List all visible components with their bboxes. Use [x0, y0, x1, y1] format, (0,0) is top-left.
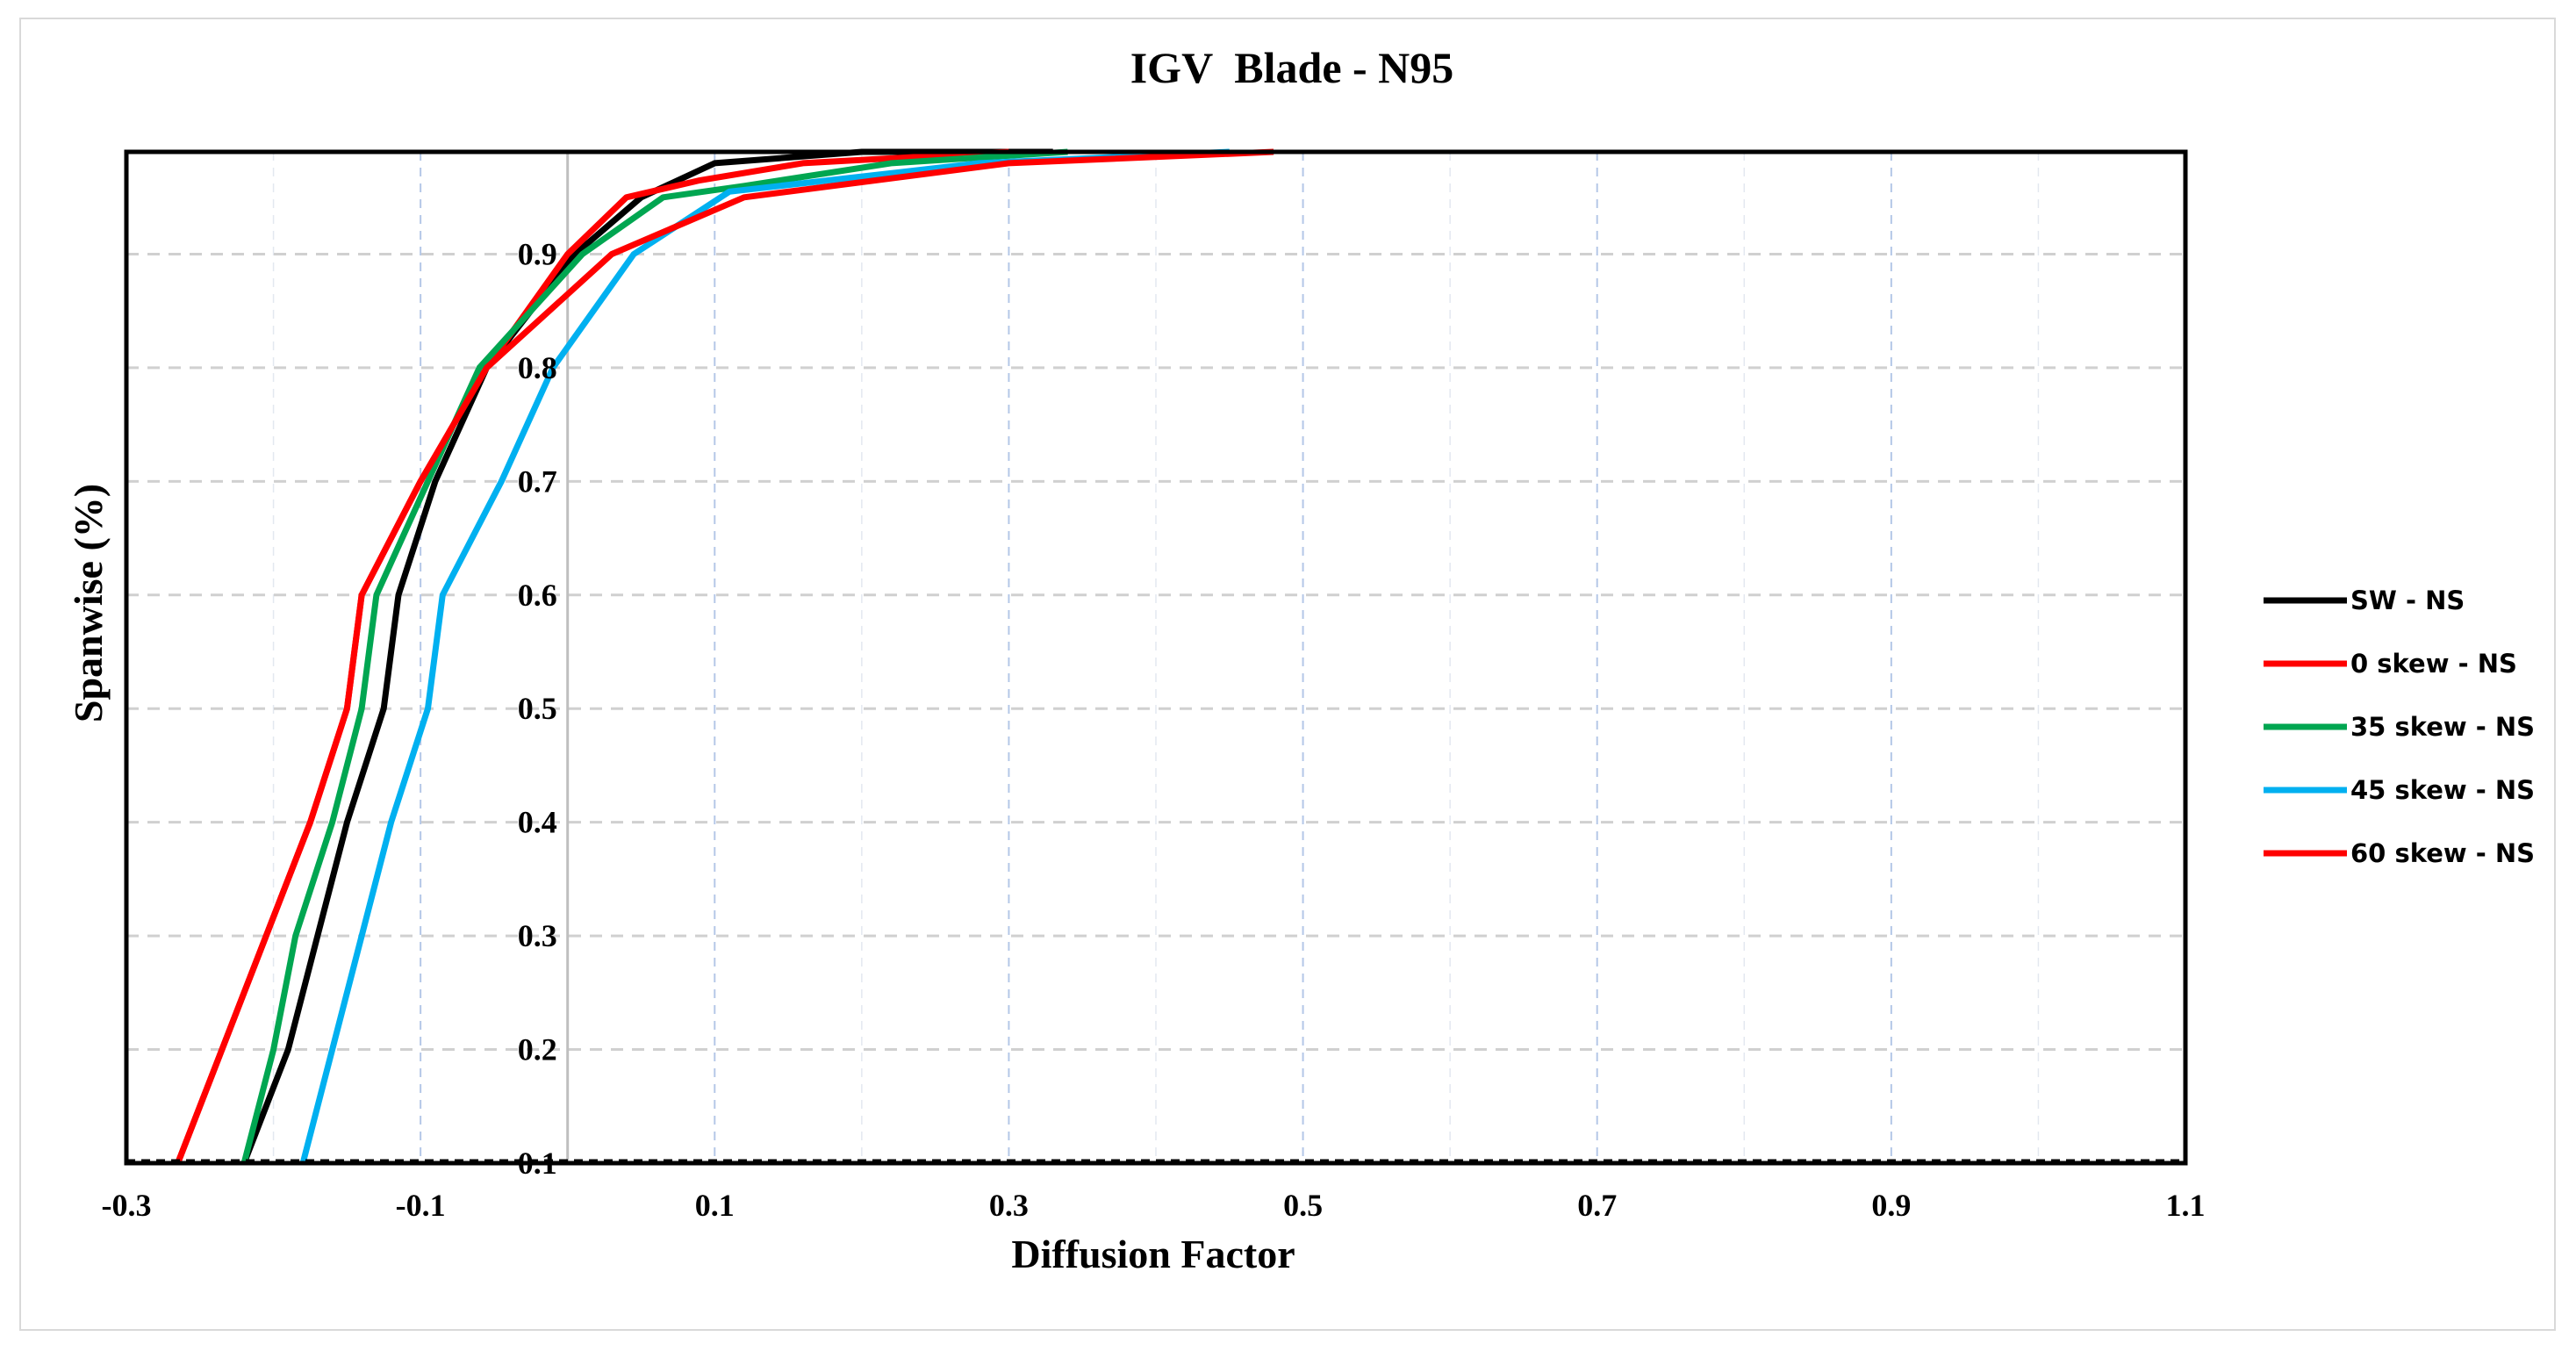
legend-label: 45 skew - NS — [2350, 775, 2535, 805]
x-tick-label: 0.1 — [695, 1188, 735, 1223]
y-tick-label: 0.3 — [518, 918, 557, 953]
y-tick-label: 0.6 — [518, 578, 557, 613]
series-line — [299, 148, 1230, 1164]
y-tick-label: 0.2 — [518, 1032, 557, 1067]
series-line — [175, 148, 1274, 1165]
chart-frame: IGV Blade - N95 Diffusion Factor Spanwis… — [19, 18, 2556, 1331]
series-line — [240, 148, 1053, 1165]
legend-label: SW - NS — [2350, 586, 2465, 615]
legend-label: 0 skew - NS — [2350, 649, 2517, 679]
legend-label: 60 skew - NS — [2350, 838, 2535, 868]
plot-border — [124, 149, 2188, 1166]
y-tick-label: 0.5 — [518, 691, 557, 726]
x-tick-label: -0.3 — [102, 1188, 152, 1223]
y-tick-label: 0.1 — [518, 1146, 557, 1181]
plot-area: 0.1 0.2 0.3 0.4 0.5 0.6 0.7 0.8 0.9 -0.3 -0.1 0.1 0.… — [102, 148, 2206, 1223]
legend: SW - NS 0 skew - NS 35 skew - NS 45 skew - … — [2264, 586, 2535, 868]
x-tick-label: 0.7 — [1577, 1188, 1617, 1223]
legend-label: 35 skew - NS — [2350, 712, 2535, 742]
x-tick-label: 0.5 — [1283, 1188, 1323, 1223]
series-line — [240, 148, 1068, 1164]
x-tick-label: 0.3 — [989, 1188, 1029, 1223]
y-tick-label: 0.7 — [518, 464, 557, 499]
chart: IGV Blade - N95 Diffusion Factor Spanwis… — [66, 43, 2535, 1276]
y-tick-label: 0.8 — [518, 350, 557, 385]
y-axis-title: Spanwise (%) — [66, 484, 111, 722]
y-tick-label: 0.9 — [518, 236, 557, 271]
x-tick-label: 0.9 — [1871, 1188, 1911, 1223]
x-tick-label: 1.1 — [2166, 1188, 2206, 1223]
chart-title: IGV Blade - N95 — [1130, 43, 1454, 92]
x-axis-title: Diffusion Factor — [1011, 1232, 1295, 1276]
x-tick-label: -0.1 — [396, 1188, 446, 1223]
y-tick-label: 0.4 — [518, 805, 557, 840]
